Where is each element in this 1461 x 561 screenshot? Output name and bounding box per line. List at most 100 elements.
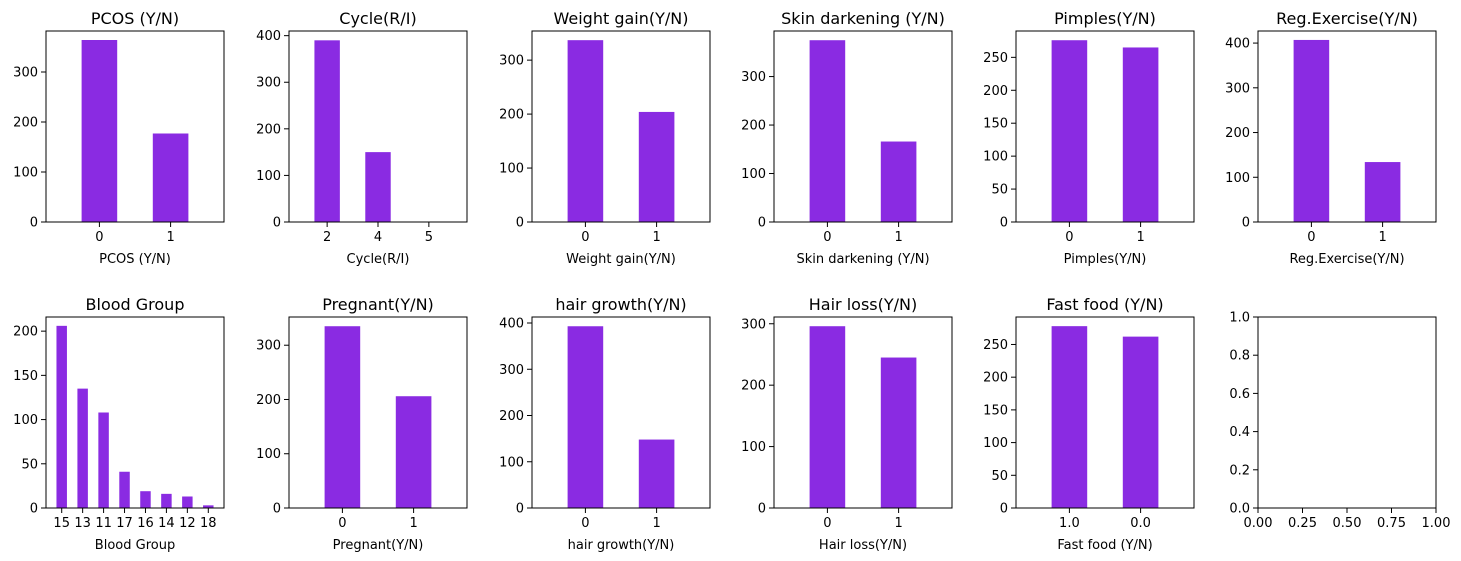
x-tick-label: 0 <box>1065 230 1073 245</box>
subplot-10: Hair loss(Y/N) 0 100 200 300 0 1 Hair loss(Y/N) <box>741 295 953 553</box>
y-tick-label: 0 <box>30 502 38 517</box>
subplot-title: Fast food (Y/N) <box>1046 295 1163 314</box>
bar-11 <box>98 412 109 508</box>
x-axis-label: Pregnant(Y/N) <box>333 538 424 553</box>
x-axis-label: PCOS (Y/N) <box>99 252 171 267</box>
y-tick-label: 200 <box>983 371 1008 386</box>
axes-frame <box>1015 30 1195 223</box>
x-tick-label: 11 <box>95 516 112 531</box>
y-tick-label: 0.8 <box>1229 349 1250 364</box>
y-tick-label: 150 <box>983 403 1008 418</box>
x-axis-label: Skin darkening (Y/N) <box>796 252 929 267</box>
x-tick-label: 0 <box>823 516 831 531</box>
axes-frame <box>1257 316 1437 509</box>
y-tick-label: 300 <box>499 54 524 69</box>
x-tick-label: 1 <box>1378 230 1386 245</box>
bar-1 <box>1122 47 1159 223</box>
subplot-4: Skin darkening (Y/N) 0 100 200 300 0 1 Skin dar… <box>741 9 953 267</box>
x-axis-label: hair growth(Y/N) <box>568 538 675 553</box>
y-tick-label: 250 <box>983 51 1008 66</box>
bar-0 <box>1051 40 1088 222</box>
bar-13 <box>77 388 88 508</box>
y-tick-label: 0.2 <box>1229 463 1250 478</box>
y-tick-label: 0 <box>30 216 38 231</box>
bar-2 <box>314 40 340 222</box>
y-tick-label: 50 <box>991 469 1008 484</box>
y-tick-label: 300 <box>256 339 281 354</box>
subplot-title: Reg.Exercise(Y/N) <box>1276 9 1418 28</box>
axes-frame <box>1015 316 1195 509</box>
x-tick-label: 1.0 <box>1059 516 1080 531</box>
bar-1 <box>152 133 189 222</box>
axes-frame <box>45 316 225 509</box>
subplot-title: PCOS (Y/N) <box>91 9 179 28</box>
x-tick-label: 1 <box>894 516 902 531</box>
x-tick-label: 1 <box>1136 230 1144 245</box>
bar-1 <box>880 357 917 508</box>
bar-0 <box>567 326 604 508</box>
x-axis-label: Reg.Exercise(Y/N) <box>1289 252 1404 267</box>
x-tick-label: 15 <box>53 516 70 531</box>
x-tick-label: 1 <box>894 230 902 245</box>
y-tick-label: 300 <box>741 70 766 85</box>
x-tick-label: 0 <box>1307 230 1315 245</box>
y-tick-label: 400 <box>499 317 524 332</box>
y-tick-label: 0.0 <box>1229 502 1250 517</box>
axes-frame <box>773 30 953 223</box>
x-tick-label: 0 <box>581 516 589 531</box>
y-tick-label: 0 <box>758 216 766 231</box>
y-tick-label: 100 <box>741 440 766 455</box>
bar-0 <box>809 40 846 222</box>
x-tick-label: 17 <box>116 516 133 531</box>
x-tick-label: 1 <box>652 230 660 245</box>
subplot-11: Fast food (Y/N) 0 50 100 150 200 250 1.0 0.0 Fast… <box>983 295 1195 553</box>
x-axis-label: Fast food (Y/N) <box>1057 538 1152 553</box>
x-tick-label: 0.00 <box>1244 516 1273 531</box>
subplot-12: 0.0 0.2 0.4 0.6 0.8 1.0 0.00 0.25 0.50 0.75 1.00 <box>1229 311 1450 532</box>
x-tick-label: 4 <box>374 230 382 245</box>
bar-15 <box>56 325 67 508</box>
bar-0 <box>81 40 118 222</box>
x-tick-label: 12 <box>179 516 196 531</box>
bar-1.0 <box>1051 326 1088 508</box>
y-tick-label: 50 <box>991 183 1008 198</box>
x-tick-label: 13 <box>74 516 91 531</box>
bar-18 <box>203 505 214 508</box>
x-tick-label: 0.25 <box>1288 516 1317 531</box>
y-tick-label: 100 <box>499 162 524 177</box>
y-tick-label: 100 <box>983 436 1008 451</box>
y-tick-label: 300 <box>256 76 281 91</box>
y-tick-label: 200 <box>499 108 524 123</box>
y-tick-label: 400 <box>256 29 281 44</box>
x-axis-label: Blood Group <box>95 538 175 553</box>
subplot-title: Pimples(Y/N) <box>1054 9 1156 28</box>
y-tick-label: 200 <box>13 325 38 340</box>
bar-0 <box>1293 39 1330 222</box>
subplot-title: Cycle(R/I) <box>339 9 416 28</box>
bar-12 <box>182 496 193 508</box>
y-tick-label: 300 <box>1225 81 1250 96</box>
x-axis-label: Hair loss(Y/N) <box>819 538 907 553</box>
x-tick-label: 14 <box>158 516 175 531</box>
y-tick-label: 100 <box>499 455 524 470</box>
x-tick-label: 5 <box>425 230 433 245</box>
axes-frame <box>1257 30 1437 223</box>
bar-1 <box>395 396 432 508</box>
y-tick-label: 200 <box>741 119 766 134</box>
x-tick-label: 1 <box>166 230 174 245</box>
x-tick-label: 0 <box>338 516 346 531</box>
bar-1 <box>880 141 917 222</box>
axes-frame <box>45 30 225 223</box>
x-axis-label: Weight gain(Y/N) <box>566 252 676 267</box>
axes-frame <box>288 30 468 223</box>
y-tick-label: 100 <box>13 166 38 181</box>
y-tick-label: 150 <box>13 369 38 384</box>
subplot-title: Hair loss(Y/N) <box>809 295 917 314</box>
x-tick-label: 0.50 <box>1333 516 1362 531</box>
axes-frame <box>773 316 953 509</box>
x-tick-label: 18 <box>200 516 217 531</box>
subplot-9: hair growth(Y/N) 0 100 200 300 400 0 1 hair grow… <box>499 295 711 553</box>
y-tick-label: 0 <box>1242 216 1250 231</box>
subplot-title: Pregnant(Y/N) <box>322 295 434 314</box>
